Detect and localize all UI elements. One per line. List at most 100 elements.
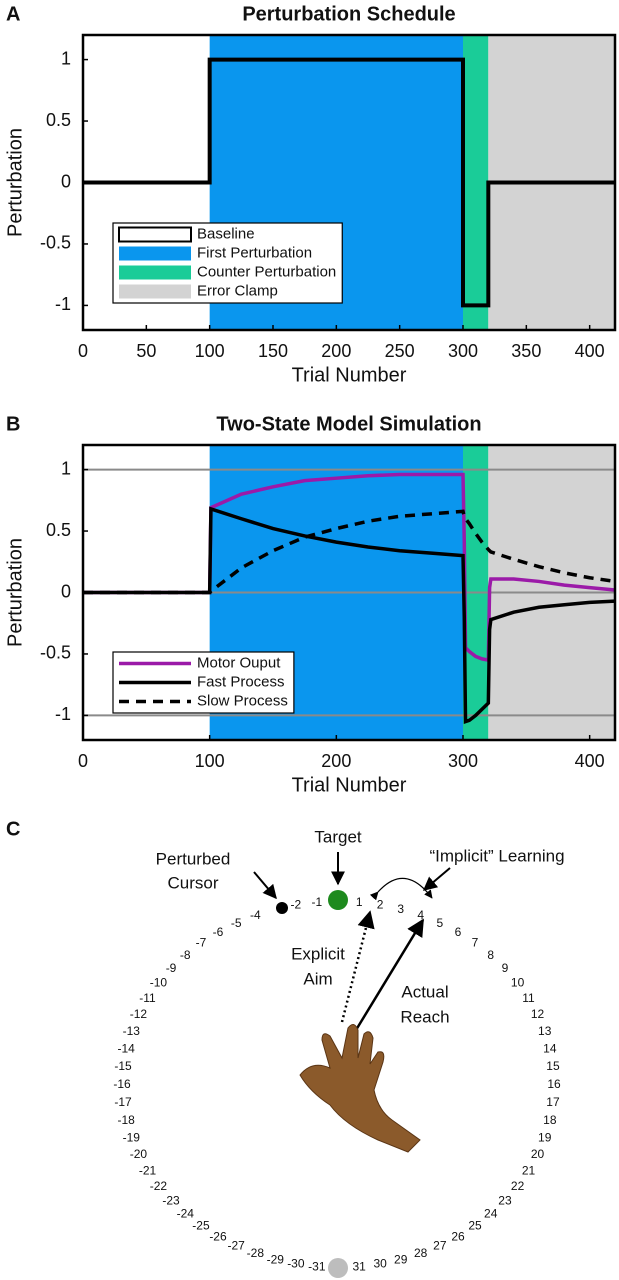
reach-arrow bbox=[354, 918, 425, 1031]
direction-label: 23 bbox=[498, 1193, 512, 1207]
y-tick-label: 0 bbox=[61, 171, 71, 191]
direction-label: 9 bbox=[502, 961, 509, 975]
direction-label: 15 bbox=[546, 1059, 560, 1073]
direction-label: 12 bbox=[531, 1007, 545, 1021]
x-tick-label: 300 bbox=[448, 341, 478, 361]
direction-label: 14 bbox=[543, 1041, 557, 1055]
direction-label: 19 bbox=[538, 1130, 552, 1144]
direction-label: 25 bbox=[468, 1219, 482, 1233]
x-tick-label: 150 bbox=[258, 341, 288, 361]
hand bbox=[299, 1024, 421, 1153]
x-tick-label: 250 bbox=[385, 341, 415, 361]
line bbox=[83, 57, 615, 308]
legend-swatch bbox=[118, 226, 192, 243]
x-tick-label: 0 bbox=[78, 751, 88, 771]
region bbox=[463, 35, 489, 330]
direction-label: 22 bbox=[511, 1179, 525, 1193]
direction-label: 8 bbox=[487, 948, 494, 962]
direction-label: 20 bbox=[531, 1147, 545, 1161]
start-dot bbox=[328, 1258, 348, 1278]
direction-label: -20 bbox=[130, 1147, 148, 1161]
x-tick-label: 350 bbox=[511, 341, 541, 361]
direction-label: -5 bbox=[231, 916, 242, 930]
legend-swatch bbox=[119, 284, 191, 299]
legend-label: Counter Perturbation bbox=[197, 263, 336, 280]
x-axis-label: Trial Number bbox=[292, 364, 407, 386]
x-tick-label: 200 bbox=[321, 751, 351, 771]
direction-label: -27 bbox=[228, 1239, 246, 1253]
y-tick-label: 1 bbox=[61, 458, 71, 478]
cursor-dot bbox=[276, 902, 288, 914]
plot-frame bbox=[81, 33, 617, 332]
line bbox=[83, 506, 616, 724]
direction-label: -30 bbox=[287, 1257, 305, 1271]
direction-label: 17 bbox=[546, 1095, 560, 1109]
cursor-label: Cursor bbox=[167, 873, 218, 892]
y-tick-label: -0.5 bbox=[40, 643, 71, 663]
direction-label: -9 bbox=[166, 961, 177, 975]
direction-label: -31 bbox=[308, 1259, 326, 1273]
reach-label: Reach bbox=[400, 1007, 449, 1026]
y-tick-label: -0.5 bbox=[40, 233, 71, 253]
legend-label: Error Clamp bbox=[197, 282, 278, 299]
direction-label: -2 bbox=[291, 898, 302, 912]
direction-label: 21 bbox=[522, 1163, 536, 1177]
y-tick-label: -1 bbox=[55, 294, 71, 314]
y-axis-label: Perturbation bbox=[4, 128, 26, 237]
direction-label: 30 bbox=[373, 1257, 387, 1271]
y-tick-label: 1 bbox=[61, 48, 71, 68]
direction-label: 13 bbox=[538, 1024, 552, 1038]
y-tick-label: 0 bbox=[61, 581, 71, 601]
x-tick-label: 0 bbox=[78, 341, 88, 361]
direction-label: -28 bbox=[247, 1246, 265, 1260]
chart-title: Two-State Model Simulation bbox=[216, 413, 481, 435]
direction-label: 28 bbox=[414, 1246, 428, 1260]
legend-label: Fast Process bbox=[197, 673, 285, 690]
direction-label: 18 bbox=[543, 1113, 557, 1127]
direction-label: 2 bbox=[377, 898, 384, 912]
direction-label: -26 bbox=[209, 1229, 227, 1243]
direction-label: 24 bbox=[484, 1207, 498, 1221]
panel-label: A bbox=[6, 3, 20, 25]
direction-label: 29 bbox=[394, 1252, 408, 1266]
direction-label: -1 bbox=[311, 895, 322, 909]
direction-label: -4 bbox=[250, 908, 261, 922]
direction-label: -6 bbox=[213, 925, 224, 939]
direction-label: -12 bbox=[130, 1007, 148, 1021]
x-tick-label: 200 bbox=[321, 341, 351, 361]
legend-label: First Perturbation bbox=[197, 244, 312, 261]
legend-label: Baseline bbox=[197, 225, 255, 242]
direction-label: -13 bbox=[123, 1024, 141, 1038]
y-tick-label: 0.5 bbox=[46, 520, 71, 540]
direction-label: 1 bbox=[356, 895, 363, 909]
y-axis-label: Perturbation bbox=[4, 538, 26, 647]
reach-label: Actual bbox=[401, 982, 448, 1001]
chart: A Perturbation Schedule 0 50 100 150 200 250 300… bbox=[4, 3, 617, 386]
panel-label: C bbox=[6, 818, 20, 840]
direction-label: -24 bbox=[177, 1207, 195, 1221]
legend-swatch bbox=[119, 265, 191, 280]
direction-label: 16 bbox=[547, 1077, 561, 1091]
x-axis-label: Trial Number bbox=[292, 774, 407, 796]
x-tick-label: 400 bbox=[575, 751, 605, 771]
x-tick-label: 300 bbox=[448, 751, 478, 771]
explicit-label: Aim bbox=[303, 969, 332, 988]
legend-label: Motor Ouput bbox=[197, 654, 281, 671]
legend-label: Slow Process bbox=[197, 692, 288, 709]
direction-label: -18 bbox=[117, 1113, 135, 1127]
direction-label: 4 bbox=[417, 908, 424, 922]
target-label: Target bbox=[314, 827, 362, 846]
x-tick-label: 100 bbox=[195, 341, 225, 361]
direction-label: -21 bbox=[139, 1163, 157, 1177]
curved-arrow bbox=[369, 877, 433, 901]
direction-label: -15 bbox=[114, 1059, 132, 1073]
direction-label: -29 bbox=[267, 1252, 285, 1266]
x-tick-label: 50 bbox=[136, 341, 156, 361]
direction-label: -16 bbox=[113, 1077, 131, 1091]
x-tick-label: 400 bbox=[575, 341, 605, 361]
direction-label: 27 bbox=[433, 1239, 447, 1253]
plot-frame bbox=[81, 443, 617, 742]
direction-label: -17 bbox=[114, 1095, 132, 1109]
direction-label: -8 bbox=[180, 948, 191, 962]
panel-label: B bbox=[6, 413, 20, 435]
